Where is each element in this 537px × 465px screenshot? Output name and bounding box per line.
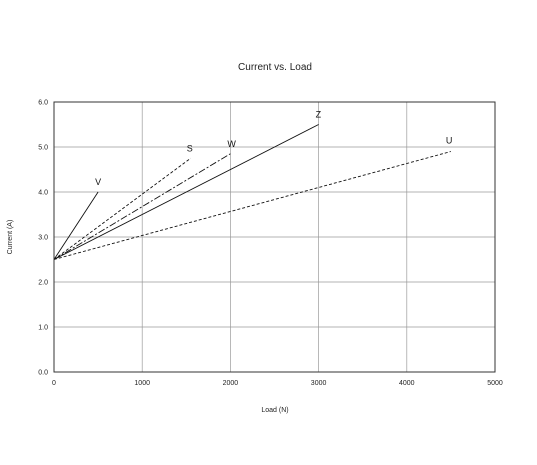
- y-tick-label: 1.0: [38, 325, 48, 332]
- series-line-w: [53, 153, 231, 260]
- series-line-s: [53, 157, 191, 260]
- series-label-u: U: [446, 136, 453, 146]
- x-tick-label: 5000: [487, 380, 503, 387]
- series-label-w: W: [227, 139, 236, 149]
- series-line-u: [53, 151, 452, 260]
- series-line-v: [53, 191, 99, 260]
- y-tick-label: 6.0: [38, 100, 48, 107]
- tick-labels: 0 1000 2000 3000 4000 5000 0.0 1.0 2.0 3.0 4.0 5.0 6…: [38, 100, 503, 388]
- series-lines: V S W Z U: [53, 110, 453, 260]
- x-tick-label: 1000: [134, 380, 150, 387]
- x-axis-label: Load (N): [261, 407, 288, 414]
- series-label-v: V: [95, 177, 101, 187]
- series-line-z: [53, 124, 319, 260]
- series-label-z: Z: [316, 110, 322, 120]
- y-tick-label: 2.0: [38, 280, 48, 287]
- y-tick-label: 0.0: [38, 370, 48, 377]
- x-tick-label: 4000: [399, 380, 415, 387]
- x-tick-label: 0: [52, 380, 56, 387]
- series-label-s: S: [187, 143, 193, 153]
- grid: [53, 101, 496, 373]
- y-tick-label: 4.0: [38, 190, 48, 197]
- y-tick-label: 3.0: [38, 235, 48, 242]
- y-axis-label: Current (A): [7, 220, 14, 255]
- plot-frame: [53, 101, 496, 373]
- chart-title: Current vs. Load: [238, 62, 312, 73]
- y-tick-label: 5.0: [38, 145, 48, 152]
- x-tick-label: 2000: [223, 380, 239, 387]
- x-tick-label: 3000: [311, 380, 327, 387]
